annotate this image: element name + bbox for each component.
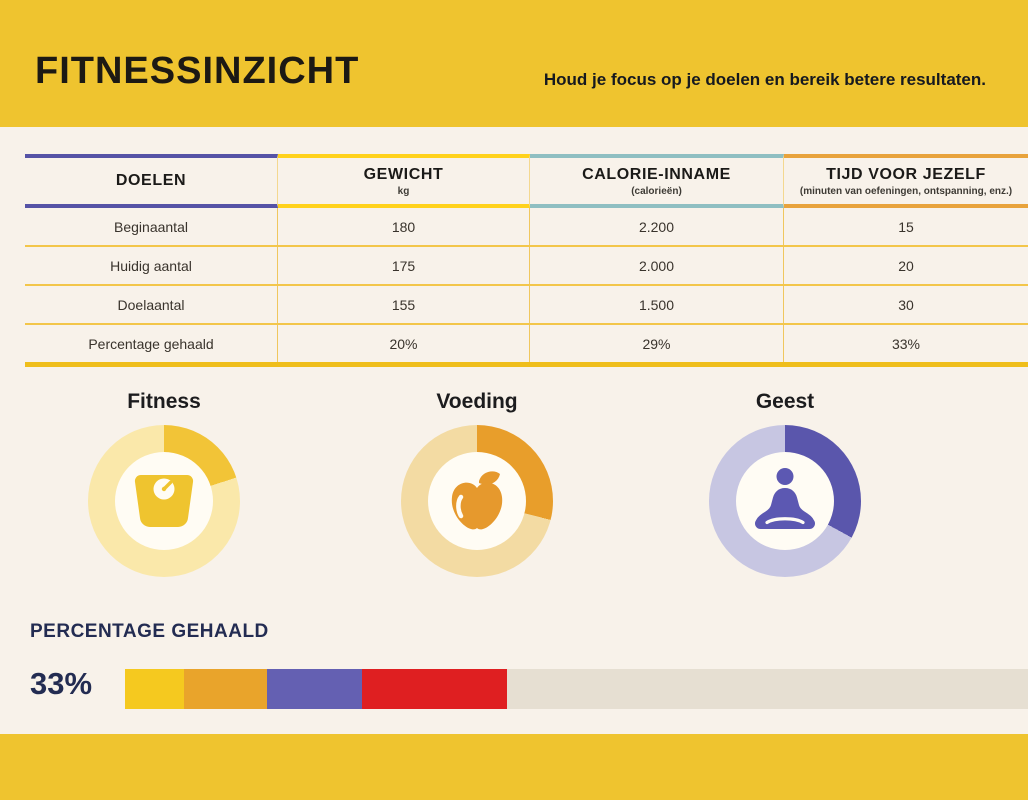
column-header-label: DOELEN bbox=[115, 172, 187, 189]
cell-value: 2.200 bbox=[530, 208, 784, 245]
column-header: TIJD VOOR JEZELF (minuten van oefeningen,… bbox=[784, 154, 1028, 208]
apple-icon bbox=[451, 471, 503, 530]
donut-chart bbox=[401, 425, 553, 577]
row-label: Beginaantal bbox=[25, 208, 278, 245]
column-header-label: TIJD VOOR JEZELF bbox=[826, 165, 986, 183]
progress-segment-1 bbox=[183, 669, 267, 709]
footer-band bbox=[0, 734, 1028, 800]
cell-value: 20 bbox=[898, 257, 914, 274]
donut-hole bbox=[428, 452, 526, 550]
row-label: Percentage gehaald bbox=[25, 325, 278, 362]
cell-value: 33% bbox=[891, 335, 921, 352]
cell-value: 180 bbox=[278, 208, 530, 245]
cell-value: 30 bbox=[898, 296, 914, 313]
cell-value: 2.000 bbox=[530, 247, 784, 284]
column-header-sublabel: kg bbox=[397, 185, 410, 197]
column-header-label: GEWICHT bbox=[363, 165, 444, 183]
row-label: Huidig aantal bbox=[25, 247, 278, 284]
donut-geest: Geest bbox=[675, 390, 895, 577]
scale-icon bbox=[134, 474, 194, 528]
progress-bar bbox=[125, 669, 1028, 709]
header-band: FITNESSINZICHT Houd je focus op je doele… bbox=[0, 0, 1028, 127]
column-header: GEWICHT kg bbox=[278, 154, 530, 208]
donut-label: Geest bbox=[755, 390, 815, 413]
cell-value: 155 bbox=[278, 286, 530, 323]
cell-value: 15 bbox=[898, 218, 914, 235]
progress-segment-2 bbox=[266, 669, 363, 709]
table-row: Beginaantal 180 2.200 15 bbox=[25, 208, 1028, 247]
table-row: Doelaantal 155 1.500 30 bbox=[25, 286, 1028, 325]
cell-value: 29% bbox=[530, 325, 784, 362]
table-bottom-border bbox=[25, 362, 1028, 367]
cell-value: 20% bbox=[278, 325, 530, 362]
cell-value: 175 bbox=[278, 247, 530, 284]
meditation-icon bbox=[755, 468, 815, 529]
table-row: Huidig aantal 175 2.000 20 bbox=[25, 247, 1028, 286]
donut-chart bbox=[88, 425, 240, 577]
progress-segment-3 bbox=[362, 669, 507, 709]
donut-fitness: Fitness bbox=[54, 390, 274, 577]
table-header-row: DOELEN GEWICHT kg CALORIE-INNAME (calorieën)… bbox=[25, 154, 1028, 208]
column-header-sublabel: (calorieën) bbox=[631, 185, 682, 197]
table-row: Percentage gehaald 20% 29% 33% bbox=[25, 325, 1028, 362]
column-header-label: CALORIE-INNAME bbox=[582, 165, 731, 183]
progress-segment-0 bbox=[125, 669, 184, 709]
page-title: FITNESSINZICHT bbox=[35, 50, 360, 92]
column-header: CALORIE-INNAME (calorieën) bbox=[530, 154, 784, 208]
row-label: Doelaantal bbox=[25, 286, 278, 323]
donut-hole bbox=[736, 452, 834, 550]
donut-hole bbox=[115, 452, 213, 550]
column-header: DOELEN bbox=[25, 154, 278, 208]
donut-row: Fitness Voeding Geest bbox=[0, 390, 1028, 590]
donut-chart bbox=[709, 425, 861, 577]
donut-label: Voeding bbox=[436, 390, 518, 413]
progress-percent-value: 33% bbox=[30, 666, 93, 701]
donut-label: Fitness bbox=[127, 390, 201, 413]
column-header-sublabel: (minuten van oefeningen, ontspanning, en… bbox=[799, 185, 1013, 197]
cell-value: 1.500 bbox=[530, 286, 784, 323]
progress-section-title: PERCENTAGE GEHAALD bbox=[30, 621, 269, 642]
donut-voeding: Voeding bbox=[367, 390, 587, 577]
table-body: Beginaantal 180 2.200 15 Huidig aantal 175 2.0… bbox=[25, 208, 1028, 362]
page-subtitle: Houd je focus op je doelen en bereik bet… bbox=[543, 70, 986, 89]
goals-table: DOELEN GEWICHT kg CALORIE-INNAME (calorieën)… bbox=[25, 154, 1028, 367]
